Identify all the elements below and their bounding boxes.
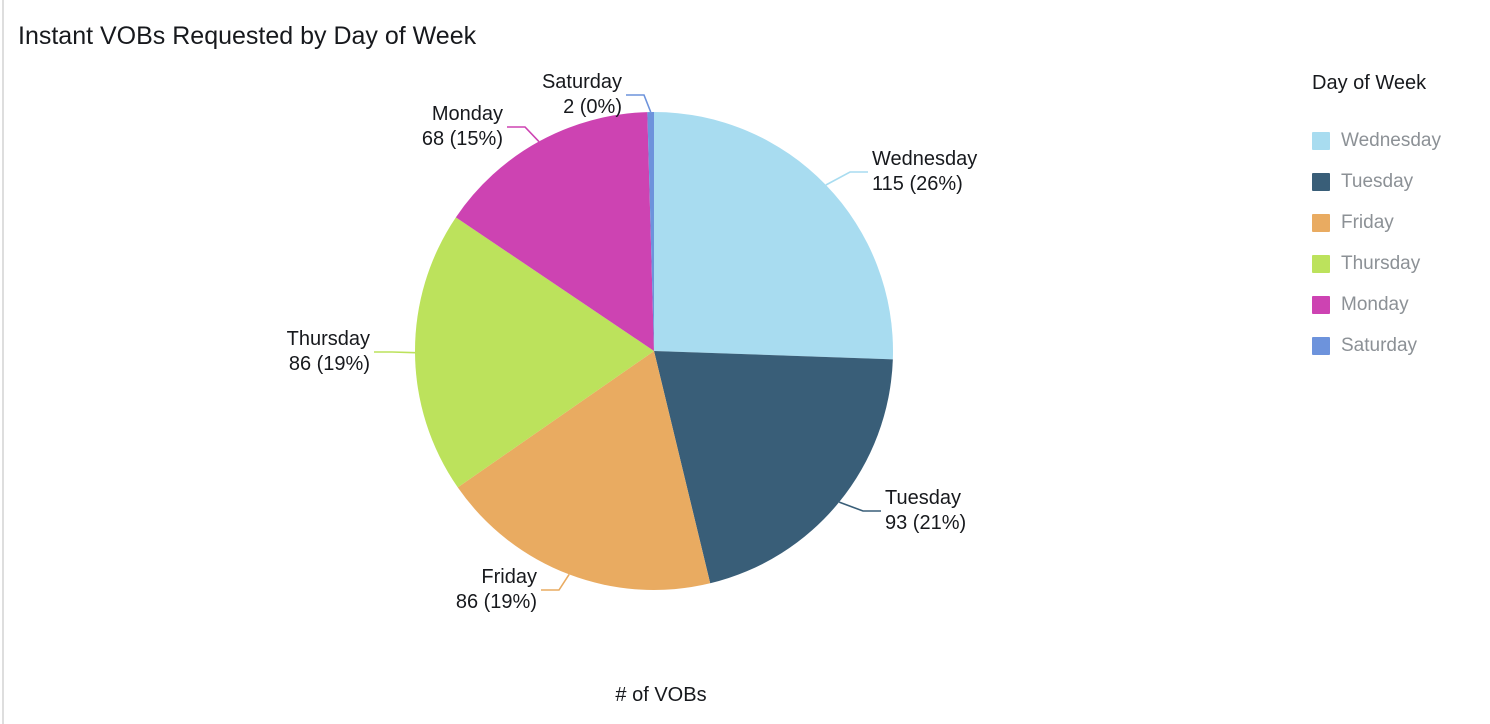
pie-slice-monday[interactable] xyxy=(455,112,654,351)
pie-slice-wednesday[interactable] xyxy=(654,112,893,360)
legend-swatch-icon xyxy=(1312,214,1330,232)
slice-label-value: 86 (19%) xyxy=(455,591,537,613)
legend-item-label: Monday xyxy=(1341,294,1409,315)
legend-item-friday[interactable]: Friday xyxy=(1312,212,1482,233)
slice-label-value: 115 (26%) xyxy=(872,173,963,195)
legend-item-label: Wednesday xyxy=(1341,130,1441,151)
legend-item-tuesday[interactable]: Tuesday xyxy=(1312,171,1482,192)
legend-item-wednesday[interactable]: Wednesday xyxy=(1312,130,1482,151)
slice-label-value: 68 (15%) xyxy=(421,128,503,150)
slice-label-monday: Monday 68 (15%) xyxy=(422,102,503,152)
legend-item-thursday[interactable]: Thursday xyxy=(1312,253,1482,274)
slice-label-value: 2 (0%) xyxy=(563,96,622,118)
leader-line-wednesday xyxy=(825,171,868,186)
value-axis-label: # of VOBs xyxy=(615,684,707,706)
legend-item-label: Tuesday xyxy=(1341,171,1414,192)
slice-label-category: Tuesday xyxy=(885,487,961,509)
legend: Day of Week Wednesday Tuesday Friday Thursd… xyxy=(1312,72,1482,378)
panel-left-divider xyxy=(2,0,4,724)
slice-label-friday: Friday 86 (19%) xyxy=(456,565,537,615)
slice-label-category: Monday xyxy=(431,103,503,125)
pie-slice-thursday[interactable] xyxy=(415,217,654,488)
slice-label-category: Thursday xyxy=(286,328,370,350)
legend-item-monday[interactable]: Monday xyxy=(1312,294,1482,315)
slice-label-thursday: Thursday 86 (19%) xyxy=(287,327,370,377)
leader-line-monday xyxy=(507,126,540,143)
slice-label-tuesday: Tuesday 93 (21%) xyxy=(885,486,966,536)
legend-item-label: Saturday xyxy=(1341,335,1418,356)
slice-label-value: 86 (19%) xyxy=(288,353,370,375)
legend-swatch-icon xyxy=(1312,337,1330,355)
pie-slice-friday[interactable] xyxy=(457,351,711,591)
legend-item-label: Friday xyxy=(1341,212,1394,233)
slice-label-value: 93 (21%) xyxy=(885,512,967,534)
leader-line-friday xyxy=(541,573,570,591)
slice-label-wednesday: Wednesday 115 (26%) xyxy=(872,147,977,197)
legend-swatch-icon xyxy=(1312,296,1330,314)
pie-slice-saturday[interactable] xyxy=(647,111,654,351)
chart-title: Instant VOBs Requested by Day of Week xyxy=(18,22,477,50)
leader-line-saturday xyxy=(626,94,652,113)
legend-item-label: Thursday xyxy=(1341,253,1421,274)
legend-swatch-icon xyxy=(1312,132,1330,150)
slice-label-category: Wednesday xyxy=(872,148,978,170)
legend-item-saturday[interactable]: Saturday xyxy=(1312,335,1482,356)
slice-label-category: Saturday xyxy=(541,71,622,93)
legend-swatch-icon xyxy=(1312,255,1330,273)
pie-slice-tuesday[interactable] xyxy=(654,351,893,584)
leader-line-thursday xyxy=(374,351,416,354)
leader-line-tuesday xyxy=(838,501,881,512)
slice-label-category: Friday xyxy=(481,566,537,588)
legend-swatch-icon xyxy=(1312,173,1330,191)
legend-title: Day of Week xyxy=(1312,72,1427,94)
legend-list: Wednesday Tuesday Friday Thursday Monday Satu… xyxy=(1312,130,1482,356)
slice-label-saturday: Saturday 2 (0%) xyxy=(542,70,622,120)
